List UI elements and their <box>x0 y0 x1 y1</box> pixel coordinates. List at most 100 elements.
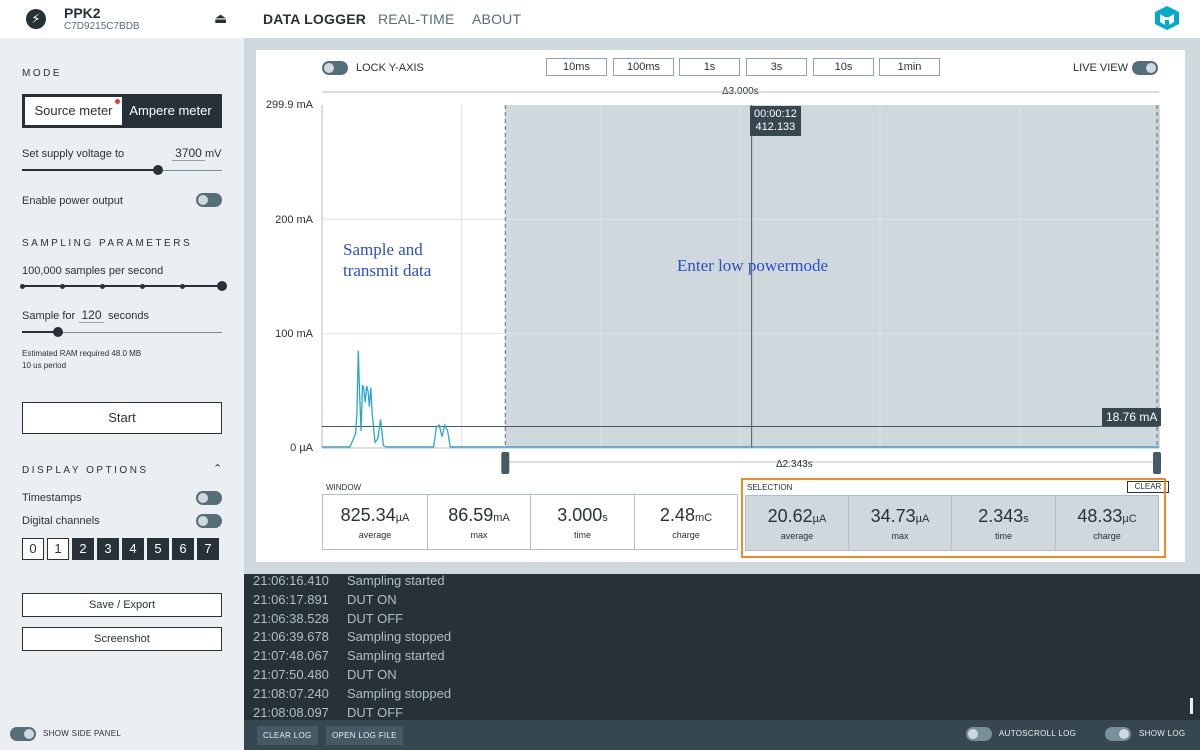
ampere-meter-button[interactable]: Ampere meter <box>129 103 212 118</box>
sample-duration-input[interactable]: 120 <box>79 308 104 323</box>
selection-region <box>505 105 1159 448</box>
log-timestamp: 21:08:08.097 <box>253 704 329 720</box>
log-entry: 21:06:38.528 DUT OFF <box>253 611 403 626</box>
digital-channel-7[interactable]: 7 <box>197 538 219 560</box>
clear-selection-button[interactable]: CLEAR <box>1127 481 1169 493</box>
digital-channel-6[interactable]: 6 <box>172 538 194 560</box>
device-serial: C7D9215C7BDB <box>64 21 140 32</box>
ram-info: Estimated RAM required 48.0 MB <box>22 349 142 358</box>
range-100ms-button[interactable]: 100ms <box>613 58 674 76</box>
range-3s-button[interactable]: 3s <box>746 58 807 76</box>
average-level-label: 18.76 mA <box>1102 408 1162 426</box>
sample-rate-tick <box>99 283 105 289</box>
supply-voltage-slider-knob[interactable] <box>153 165 163 175</box>
lock-y-axis-label: LOCK Y-AXIS <box>356 62 424 74</box>
sample-rate-tick <box>179 283 185 289</box>
sample-rate-slider-knob[interactable] <box>217 281 227 291</box>
log-message: DUT OFF <box>347 610 404 626</box>
timestamps-toggle[interactable] <box>196 491 222 505</box>
log-entry: 21:08:07.240 Sampling stopped <box>253 686 451 701</box>
digital-channels-toggle[interactable] <box>196 514 222 528</box>
current-chart[interactable] <box>256 50 1185 480</box>
sample-for-prefix: Sample for <box>22 310 76 322</box>
log-message: Sampling stopped <box>347 685 452 701</box>
y-tick-label: 299.9 mA <box>265 99 313 111</box>
log-message: DUT OFF <box>347 704 404 720</box>
selection-time: 2.343s time <box>951 495 1056 551</box>
window-stats-label: WINDOW <box>326 483 362 492</box>
log-timestamp: 21:06:16.410 <box>253 574 329 588</box>
sample-duration-slider-knob[interactable] <box>53 327 63 337</box>
digital-channel-5[interactable]: 5 <box>147 538 169 560</box>
tab-data-logger[interactable]: DATA LOGGER <box>263 11 367 27</box>
y-tick-label: 0 µA <box>290 442 313 454</box>
power-output-toggle[interactable] <box>196 193 222 207</box>
autoscroll-log-toggle[interactable] <box>966 727 992 741</box>
digital-channel-2[interactable]: 2 <box>72 538 94 560</box>
clear-log-button[interactable]: CLEAR LOG <box>257 726 318 745</box>
digital-channel-3[interactable]: 3 <box>97 538 119 560</box>
start-button[interactable]: Start <box>22 402 222 434</box>
tab-real-time[interactable]: REAL-TIME <box>378 11 455 27</box>
selection-drag-handle[interactable] <box>501 452 510 474</box>
log-timestamp: 21:06:17.891 <box>253 591 329 607</box>
open-log-file-button[interactable]: OPEN LOG FILE <box>326 726 403 745</box>
mode-heading: MODE <box>22 68 62 79</box>
range-1s-button[interactable]: 1s <box>679 58 740 76</box>
show-side-panel-label: SHOW SIDE PANEL <box>43 729 122 738</box>
timestamps-label: Timestamps <box>22 492 82 504</box>
log-timestamp: 21:06:38.528 <box>253 610 329 626</box>
autoscroll-log-label: AUTOSCROLL LOG <box>999 729 1077 738</box>
save-export-button[interactable]: Save / Export <box>22 593 222 617</box>
chart-card: LOCK Y-AXIS 10ms 100ms 1s 3s 10s 1min LI… <box>256 50 1185 562</box>
side-panel-footer: SHOW SIDE PANEL <box>0 720 244 750</box>
log-scrollbar[interactable] <box>1190 698 1193 714</box>
supply-voltage-input[interactable]: 3700 <box>172 146 205 161</box>
tab-about[interactable]: ABOUT <box>472 11 522 27</box>
log-entry: 21:08:08.097 DUT OFF <box>253 705 403 720</box>
digital-channel-4[interactable]: 4 <box>122 538 144 560</box>
show-log-label: SHOW LOG <box>1139 729 1186 738</box>
main-panel: LOCK Y-AXIS 10ms 100ms 1s 3s 10s 1min LI… <box>244 38 1200 574</box>
lock-y-axis-toggle[interactable] <box>322 61 348 75</box>
log-message: DUT ON <box>347 591 397 607</box>
range-10ms-button[interactable]: 10ms <box>546 58 607 76</box>
digital-channel-selector: 0 1 2 3 4 5 6 7 <box>22 538 219 560</box>
sample-for-suffix: seconds <box>108 310 149 322</box>
y-tick-label: 200 mA <box>275 214 313 226</box>
log-message: Sampling started <box>347 648 445 664</box>
window-average: 825.34µA average <box>322 494 428 550</box>
digital-channel-0[interactable]: 0 <box>22 538 44 560</box>
eject-icon[interactable]: ⏏ <box>214 10 228 26</box>
log-entry: 21:07:48.067 Sampling started <box>253 648 445 663</box>
annotation-low-power: Enter low powermode <box>677 256 829 275</box>
chevron-up-icon[interactable]: ⌃ <box>213 463 223 475</box>
mode-switch[interactable]: Source meter Ampere meter <box>22 94 222 128</box>
screenshot-button[interactable]: Screenshot <box>22 627 222 651</box>
bottom-bar: SHOW SIDE PANEL CLEAR LOG OPEN LOG FILE … <box>0 720 1200 750</box>
supply-voltage-slider-fill <box>22 169 158 171</box>
supply-voltage-label: Set supply voltage to <box>22 148 125 160</box>
range-1min-button[interactable]: 1min <box>879 58 940 76</box>
source-meter-button[interactable]: Source meter <box>25 97 122 125</box>
log-panel: 21:06:16.410 Sampling started 21:06:17.891… <box>244 574 1200 720</box>
sample-rate-tick <box>139 283 145 289</box>
selection-charge: 48.33µC charge <box>1055 495 1159 551</box>
log-timestamp: 21:07:48.067 <box>253 648 329 664</box>
active-indicator-dot <box>115 99 120 104</box>
range-10s-button[interactable]: 10s <box>813 58 874 76</box>
sample-duration-slider-fill <box>22 331 58 333</box>
show-log-toggle[interactable] <box>1105 727 1131 741</box>
digital-channel-1[interactable]: 1 <box>47 538 69 560</box>
show-side-panel-toggle[interactable] <box>10 727 36 741</box>
selection-highlight-frame <box>741 478 1166 558</box>
live-view-toggle[interactable] <box>1132 61 1158 75</box>
log-entry: 21:06:17.891 DUT ON <box>253 592 397 607</box>
sample-duration-slider[interactable] <box>22 332 222 333</box>
device-name[interactable]: PPK2 <box>64 5 101 21</box>
selection-drag-handle[interactable] <box>1153 452 1161 474</box>
sample-rate-tick <box>59 283 65 289</box>
window-charge: 2.48mC charge <box>634 494 738 550</box>
supply-voltage-unit: mV <box>205 148 222 160</box>
log-timestamp: 21:08:07.240 <box>253 685 329 701</box>
